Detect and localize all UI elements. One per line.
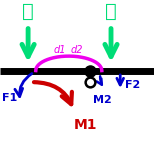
- Text: 風: 風: [22, 2, 34, 21]
- Text: d1: d1: [53, 45, 66, 55]
- Text: M1: M1: [74, 118, 98, 132]
- Text: M2: M2: [93, 95, 111, 105]
- Text: 風: 風: [105, 2, 117, 21]
- Text: d2: d2: [70, 45, 83, 55]
- Text: F2: F2: [125, 80, 140, 90]
- Text: F1: F1: [2, 93, 17, 103]
